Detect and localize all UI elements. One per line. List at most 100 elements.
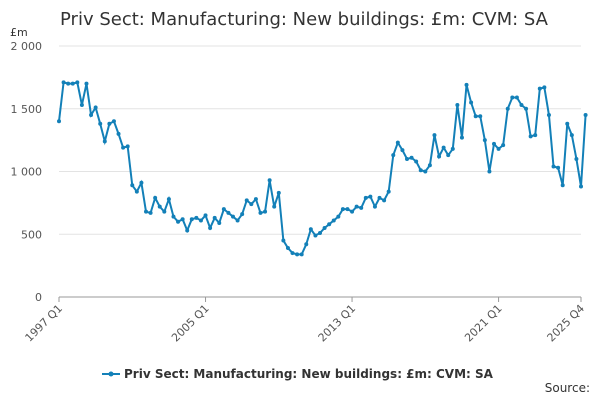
point xyxy=(235,218,240,223)
point xyxy=(185,228,190,233)
point xyxy=(313,233,318,238)
point xyxy=(221,207,226,212)
point xyxy=(153,195,158,200)
point xyxy=(134,189,139,194)
chart-title: Priv Sect: Manufacturing: New buildings:… xyxy=(60,9,549,30)
point xyxy=(427,163,432,168)
point xyxy=(295,252,300,257)
point xyxy=(89,113,94,118)
legend-label: Priv Sect: Manufacturing: New buildings:… xyxy=(124,367,494,381)
point xyxy=(336,214,341,219)
point xyxy=(61,80,66,85)
point xyxy=(180,217,185,222)
point xyxy=(414,159,419,164)
point xyxy=(84,81,89,86)
point xyxy=(409,155,414,160)
point xyxy=(340,207,345,212)
point xyxy=(107,121,112,126)
point xyxy=(519,102,524,107)
point xyxy=(75,80,80,85)
point xyxy=(524,106,529,111)
point xyxy=(372,204,377,209)
point xyxy=(400,148,405,153)
point xyxy=(70,81,75,86)
x-tick-label: 2013 Q1 xyxy=(316,302,359,345)
point xyxy=(537,86,542,91)
point xyxy=(331,218,336,223)
point xyxy=(377,195,382,200)
point xyxy=(249,202,254,207)
point xyxy=(148,210,153,215)
point xyxy=(144,209,148,214)
point xyxy=(450,146,455,151)
point xyxy=(171,214,176,219)
point xyxy=(322,225,327,230)
point xyxy=(102,139,107,144)
point xyxy=(203,213,208,218)
point xyxy=(345,207,350,212)
point xyxy=(528,134,533,139)
point xyxy=(492,141,496,146)
point xyxy=(318,230,322,235)
point xyxy=(125,144,130,149)
point xyxy=(478,114,483,119)
point xyxy=(574,156,579,161)
point xyxy=(423,169,428,174)
point xyxy=(226,210,231,215)
point xyxy=(432,133,437,138)
point xyxy=(560,183,565,188)
point xyxy=(166,197,171,202)
x-tick-label: 2021 Q1 xyxy=(462,302,505,345)
point xyxy=(79,102,84,107)
point xyxy=(579,184,583,189)
x-tick-label: 1997 Q1 xyxy=(23,302,66,345)
point xyxy=(514,95,519,100)
point xyxy=(569,133,574,138)
point xyxy=(395,140,400,145)
point xyxy=(368,194,373,199)
point xyxy=(189,217,194,222)
point xyxy=(382,198,387,203)
y-axis-label: £m xyxy=(10,26,28,39)
point xyxy=(130,183,135,188)
point xyxy=(363,195,368,200)
x-tick-label: 2025 Q4 xyxy=(545,302,588,345)
point xyxy=(263,209,268,214)
point xyxy=(121,145,126,150)
point xyxy=(551,164,556,169)
point xyxy=(459,135,464,140)
point xyxy=(267,178,272,183)
point xyxy=(501,143,506,148)
point xyxy=(386,189,391,194)
point xyxy=(198,218,203,223)
point xyxy=(542,85,547,90)
x-tick-label: 2005 Q1 xyxy=(169,302,212,345)
point xyxy=(217,220,222,225)
point xyxy=(546,113,551,118)
point xyxy=(162,209,167,214)
point xyxy=(304,242,309,247)
source: Source: xyxy=(545,381,590,395)
point xyxy=(354,204,359,209)
point xyxy=(272,204,277,209)
point xyxy=(176,219,181,224)
y-tick-label: 1 500 xyxy=(11,103,43,116)
point xyxy=(116,131,121,136)
y-tick-label: 2 000 xyxy=(11,40,43,53)
point xyxy=(231,214,235,219)
point xyxy=(258,210,263,215)
point xyxy=(157,204,162,209)
point xyxy=(482,138,487,143)
point xyxy=(464,82,469,87)
point xyxy=(139,180,144,185)
point xyxy=(565,121,570,126)
point xyxy=(556,165,561,170)
y-tick-label: 1 000 xyxy=(11,166,43,179)
point xyxy=(446,153,451,158)
point xyxy=(350,209,355,214)
point xyxy=(244,198,249,203)
point xyxy=(98,121,103,126)
point xyxy=(359,205,364,210)
point xyxy=(93,105,98,110)
point xyxy=(469,100,474,105)
